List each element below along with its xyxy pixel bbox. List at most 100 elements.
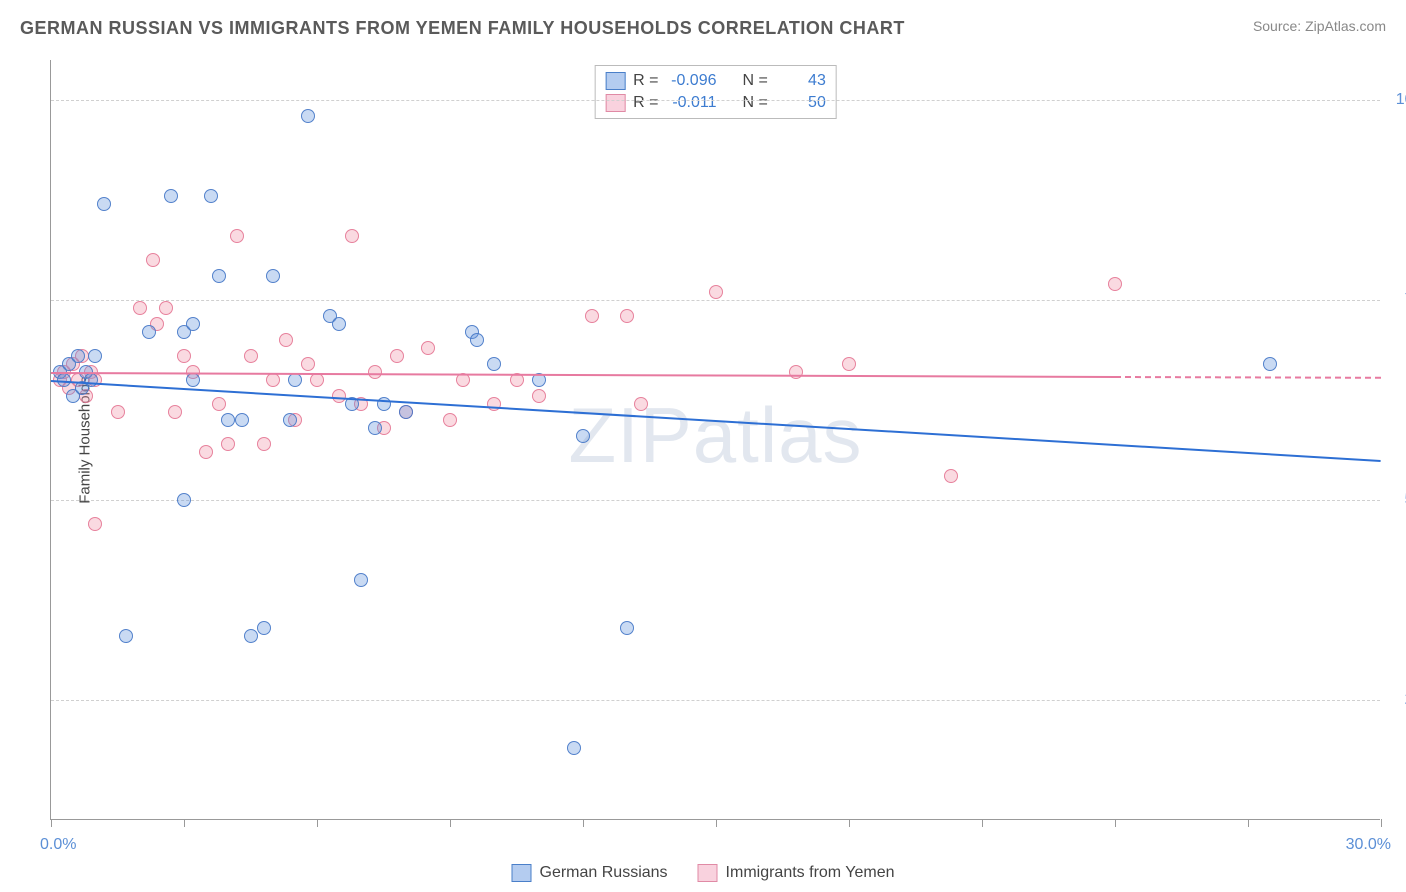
legend-item-series1: German Russians [512, 864, 668, 882]
data-point [146, 253, 160, 267]
data-point [186, 373, 200, 387]
data-point [212, 397, 226, 411]
data-point [244, 349, 258, 363]
correlation-scatter-chart: Family Households ZIPatlas R = -0.096 N … [50, 60, 1380, 820]
x-axis-min-label: 0.0% [40, 836, 76, 854]
data-point [1108, 277, 1122, 291]
x-tick [51, 819, 52, 827]
y-tick-label: 75.0% [1390, 291, 1406, 309]
n-value: 43 [776, 72, 826, 90]
gridline [51, 500, 1380, 501]
r-label: R = [633, 94, 658, 112]
data-point [283, 413, 297, 427]
x-tick [1248, 819, 1249, 827]
data-point [709, 285, 723, 299]
swatch-blue-icon [605, 72, 625, 90]
n-label: N = [743, 72, 768, 90]
data-point [345, 229, 359, 243]
stat-row-series2: R = -0.011 N = 50 [605, 92, 826, 114]
data-point [88, 517, 102, 531]
gridline [51, 100, 1380, 101]
source-attribution: Source: ZipAtlas.com [1253, 18, 1386, 34]
data-point [257, 437, 271, 451]
legend-label: Immigrants from Yemen [726, 864, 895, 882]
data-point [159, 301, 173, 315]
data-point [221, 437, 235, 451]
x-tick [317, 819, 318, 827]
trend-line [1115, 376, 1381, 379]
gridline [51, 700, 1380, 701]
data-point [470, 333, 484, 347]
r-label: R = [633, 72, 658, 90]
trend-line [51, 380, 1381, 462]
data-point [332, 389, 346, 403]
x-tick [583, 819, 584, 827]
data-point [399, 405, 413, 419]
x-axis-max-label: 30.0% [1346, 836, 1391, 854]
data-point [177, 493, 191, 507]
x-tick [716, 819, 717, 827]
data-point [443, 413, 457, 427]
stat-row-series1: R = -0.096 N = 43 [605, 70, 826, 92]
y-tick-label: 25.0% [1390, 691, 1406, 709]
legend-label: German Russians [540, 864, 668, 882]
watermark: ZIPatlas [568, 389, 862, 480]
bottom-legend: German Russians Immigrants from Yemen [512, 864, 895, 882]
y-tick-label: 100.0% [1390, 91, 1406, 109]
x-tick [184, 819, 185, 827]
data-point [368, 421, 382, 435]
data-point [301, 109, 315, 123]
data-point [842, 357, 856, 371]
data-point [257, 621, 271, 635]
data-point [368, 365, 382, 379]
y-tick-label: 50.0% [1390, 491, 1406, 509]
x-tick [1115, 819, 1116, 827]
data-point [133, 301, 147, 315]
trend-line [51, 372, 1115, 378]
data-point [164, 189, 178, 203]
data-point [421, 341, 435, 355]
x-tick [849, 819, 850, 827]
data-point [301, 357, 315, 371]
data-point [230, 229, 244, 243]
swatch-pink-icon [605, 94, 625, 112]
swatch-blue-icon [512, 864, 532, 882]
n-value: 50 [776, 94, 826, 112]
r-value: -0.011 [667, 94, 717, 112]
data-point [487, 357, 501, 371]
data-point [620, 621, 634, 635]
data-point [310, 373, 324, 387]
data-point [390, 349, 404, 363]
gridline [51, 300, 1380, 301]
swatch-pink-icon [698, 864, 718, 882]
data-point [204, 189, 218, 203]
data-point [266, 373, 280, 387]
data-point [576, 429, 590, 443]
data-point [567, 741, 581, 755]
data-point [354, 573, 368, 587]
data-point [186, 317, 200, 331]
data-point [244, 629, 258, 643]
data-point [142, 325, 156, 339]
data-point [88, 349, 102, 363]
data-point [944, 469, 958, 483]
data-point [212, 269, 226, 283]
data-point [84, 373, 98, 387]
data-point [221, 413, 235, 427]
legend-item-series2: Immigrants from Yemen [698, 864, 895, 882]
x-tick [1381, 819, 1382, 827]
r-value: -0.096 [667, 72, 717, 90]
data-point [620, 309, 634, 323]
chart-title: GERMAN RUSSIAN VS IMMIGRANTS FROM YEMEN … [20, 18, 905, 39]
data-point [71, 349, 85, 363]
data-point [332, 317, 346, 331]
n-label: N = [743, 94, 768, 112]
data-point [111, 405, 125, 419]
data-point [585, 309, 599, 323]
data-point [97, 197, 111, 211]
data-point [532, 389, 546, 403]
data-point [168, 405, 182, 419]
data-point [119, 629, 133, 643]
correlation-stats-box: R = -0.096 N = 43 R = -0.011 N = 50 [594, 65, 837, 119]
data-point [266, 269, 280, 283]
